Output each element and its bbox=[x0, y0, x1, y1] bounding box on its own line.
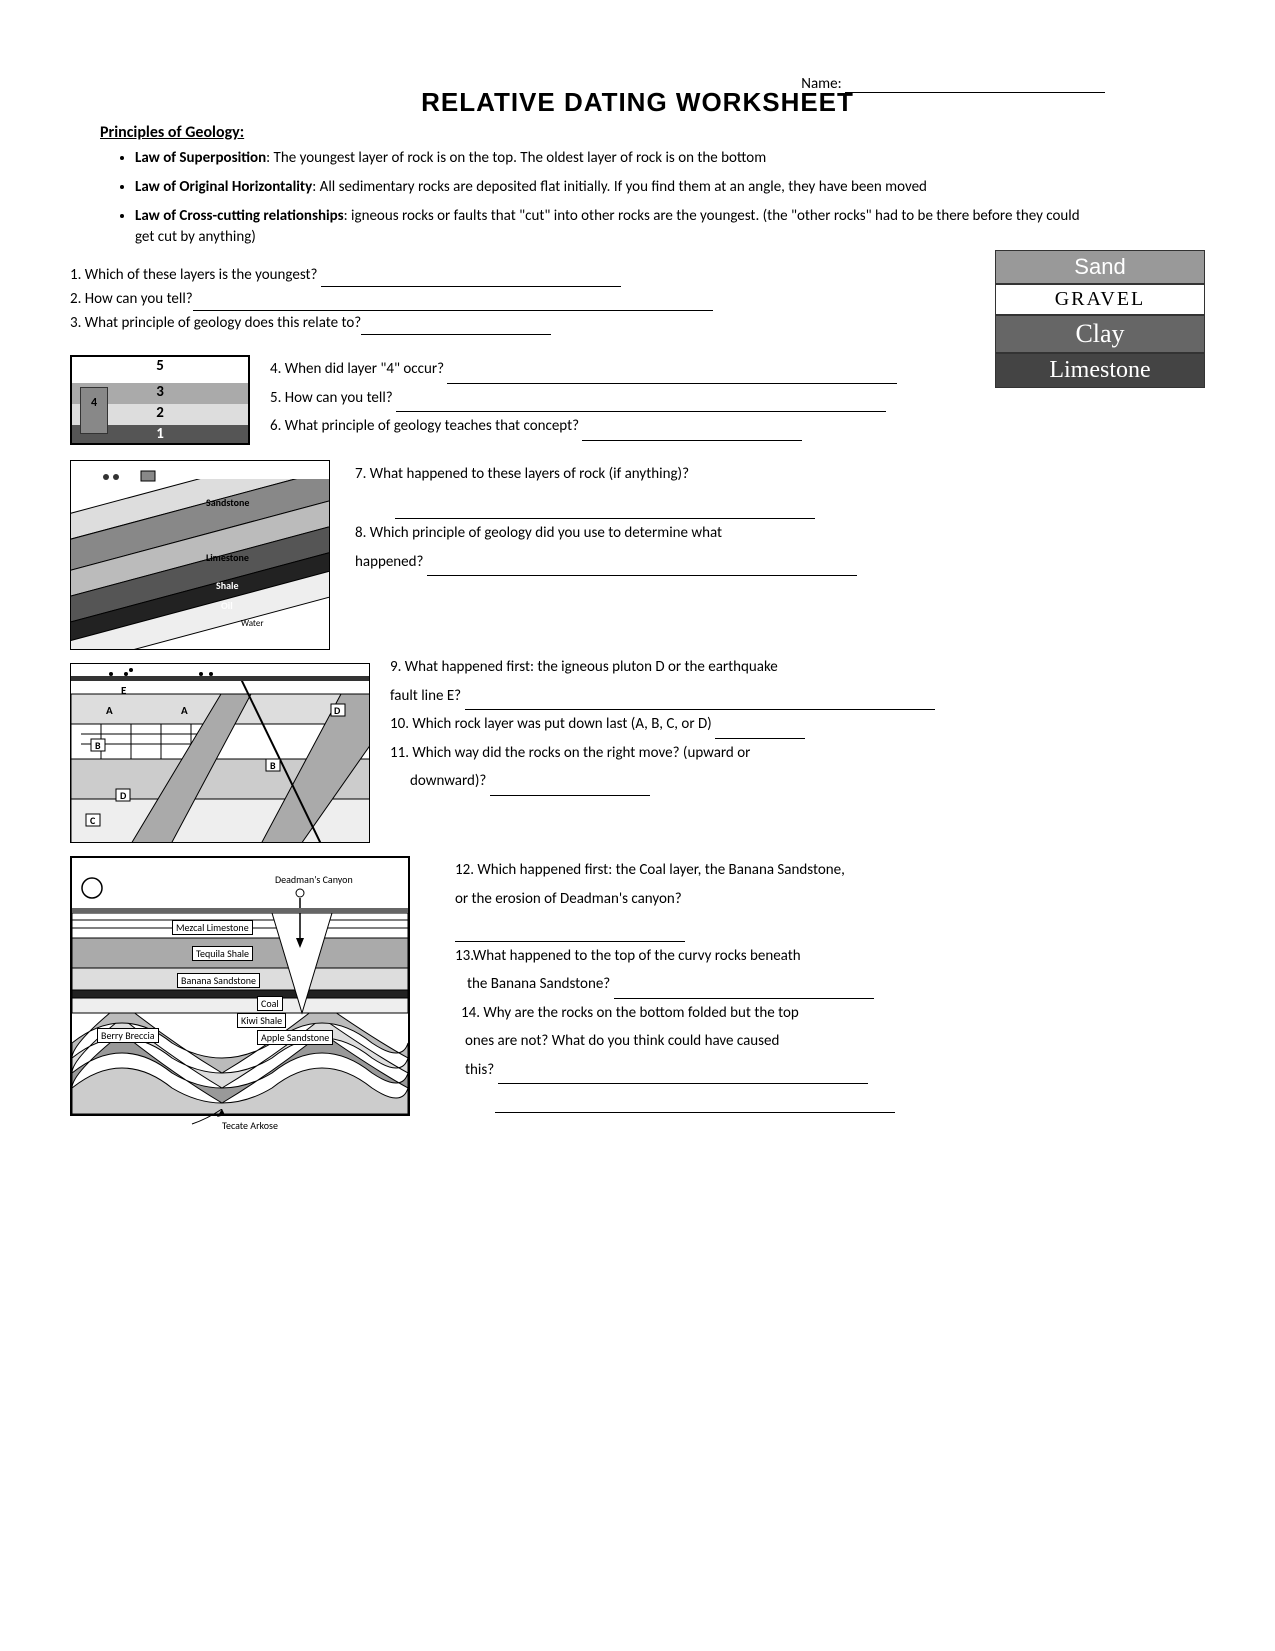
fault-diagram: E A A D B B D C bbox=[70, 663, 370, 848]
fault-label-A: A bbox=[106, 704, 113, 717]
question-9b: fault line E? bbox=[390, 687, 461, 705]
principle-desc: : The youngest layer of rock is on the t… bbox=[266, 149, 766, 167]
questions-7-8: 7. What happened to these layers of rock… bbox=[355, 460, 857, 655]
label-tequila: Tequila Shale bbox=[192, 946, 253, 961]
canyon-diagram: Deadman's Canyon Mezcal Limestone Tequil… bbox=[70, 856, 410, 1116]
question-1: 1. Which of these layers is the youngest… bbox=[70, 266, 318, 284]
question-11b: downward)? bbox=[410, 772, 486, 790]
question-9a: 9. What happened first: the igneous plut… bbox=[390, 658, 778, 676]
fault-label-C: C bbox=[90, 814, 96, 827]
strata-gravel: GRAVEL bbox=[995, 284, 1205, 315]
layer-5: 5 bbox=[72, 357, 248, 383]
questions-9-11: 9. What happened first: the igneous plut… bbox=[390, 653, 935, 848]
questions-4-6: 4. When did layer "4" occur? 5. How can … bbox=[270, 355, 897, 445]
question-10: 10. Which rock layer was put down last (… bbox=[390, 715, 712, 733]
question-8b: happened? bbox=[355, 553, 423, 571]
principle-name: Law of Cross-cutting relationships bbox=[135, 207, 344, 225]
question-13b: the Banana Sandstone? bbox=[467, 975, 610, 993]
fault-label-D2: D bbox=[120, 789, 127, 802]
question-6: 6. What principle of geology teaches tha… bbox=[270, 417, 579, 435]
fault-label-B: B bbox=[95, 739, 101, 752]
question-2: 2. How can you tell? bbox=[70, 290, 193, 308]
principle-item: Law of Superposition: The youngest layer… bbox=[135, 148, 1205, 169]
label-water: Water bbox=[241, 618, 263, 629]
label-sandstone: Sandstone bbox=[206, 496, 249, 509]
label-banana: Banana Sandstone bbox=[177, 973, 260, 988]
principles-heading: Principles of Geology: bbox=[100, 123, 1205, 142]
label-tecate: Tecate Arkose bbox=[222, 1119, 278, 1132]
question-3: 3. What principle of geology does this r… bbox=[70, 314, 361, 332]
tilted-layers-diagram: Sandstone Limestone Shale Oil Water bbox=[70, 460, 330, 655]
strata-diagram: Sand GRAVEL Clay Limestone bbox=[995, 250, 1205, 388]
principle-name: Law of Original Horizontality bbox=[135, 178, 312, 196]
question-5: 5. How can you tell? bbox=[270, 389, 393, 407]
question-12b: or the erosion of Deadman's canyon? bbox=[455, 890, 682, 908]
question-14a: 14. Why are the rocks on the bottom fold… bbox=[461, 1004, 799, 1022]
principle-desc: : All sedimentary rocks are deposited fl… bbox=[312, 178, 927, 196]
question-8a: 8. Which principle of geology did you us… bbox=[355, 524, 722, 542]
fault-label-E: E bbox=[121, 684, 126, 697]
layers-diagram: 5 3 2 1 4 bbox=[70, 355, 250, 445]
label-apple: Apple Sandstone bbox=[257, 1030, 333, 1045]
question-11a: 11. Which way did the rocks on the right… bbox=[390, 744, 750, 762]
fault-label-B2: B bbox=[270, 759, 276, 772]
principles-list: Law of Superposition: The youngest layer… bbox=[110, 148, 1205, 248]
label-oil: Oil bbox=[221, 599, 233, 612]
strata-clay: Clay bbox=[995, 315, 1205, 353]
question-4: 4. When did layer "4" occur? bbox=[270, 360, 444, 378]
layer-4: 4 bbox=[80, 387, 108, 434]
strata-limestone: Limestone bbox=[995, 353, 1205, 388]
label-kiwi: Kiwi Shale bbox=[237, 1013, 286, 1028]
fault-label-D: D bbox=[334, 704, 341, 717]
question-12a: 12. Which happened first: the Coal layer… bbox=[455, 861, 845, 879]
canyon-title: Deadman's Canyon bbox=[272, 873, 356, 886]
principle-item: Law of Cross-cutting relationships: igne… bbox=[135, 206, 1205, 248]
label-berry: Berry Breccia bbox=[97, 1028, 159, 1043]
label-shale: Shale bbox=[216, 579, 239, 592]
question-13a: 13.What happened to the top of the curvy… bbox=[455, 947, 801, 965]
principle-name: Law of Superposition bbox=[135, 149, 266, 167]
question-7: 7. What happened to these layers of rock… bbox=[355, 465, 689, 483]
fault-label-A2: A bbox=[181, 704, 188, 717]
question-14c: this? bbox=[465, 1061, 494, 1079]
principle-item: Law of Original Horizontality: All sedim… bbox=[135, 177, 1205, 198]
strata-sand: Sand bbox=[995, 250, 1205, 284]
label-coal: Coal bbox=[257, 996, 283, 1011]
question-14b: ones are not? What do you think could ha… bbox=[465, 1032, 779, 1050]
label-limestone: Limestone bbox=[206, 551, 249, 564]
label-mezcal: Mezcal Limestone bbox=[172, 920, 253, 935]
questions-12-14: 12. Which happened first: the Coal layer… bbox=[455, 856, 895, 1116]
